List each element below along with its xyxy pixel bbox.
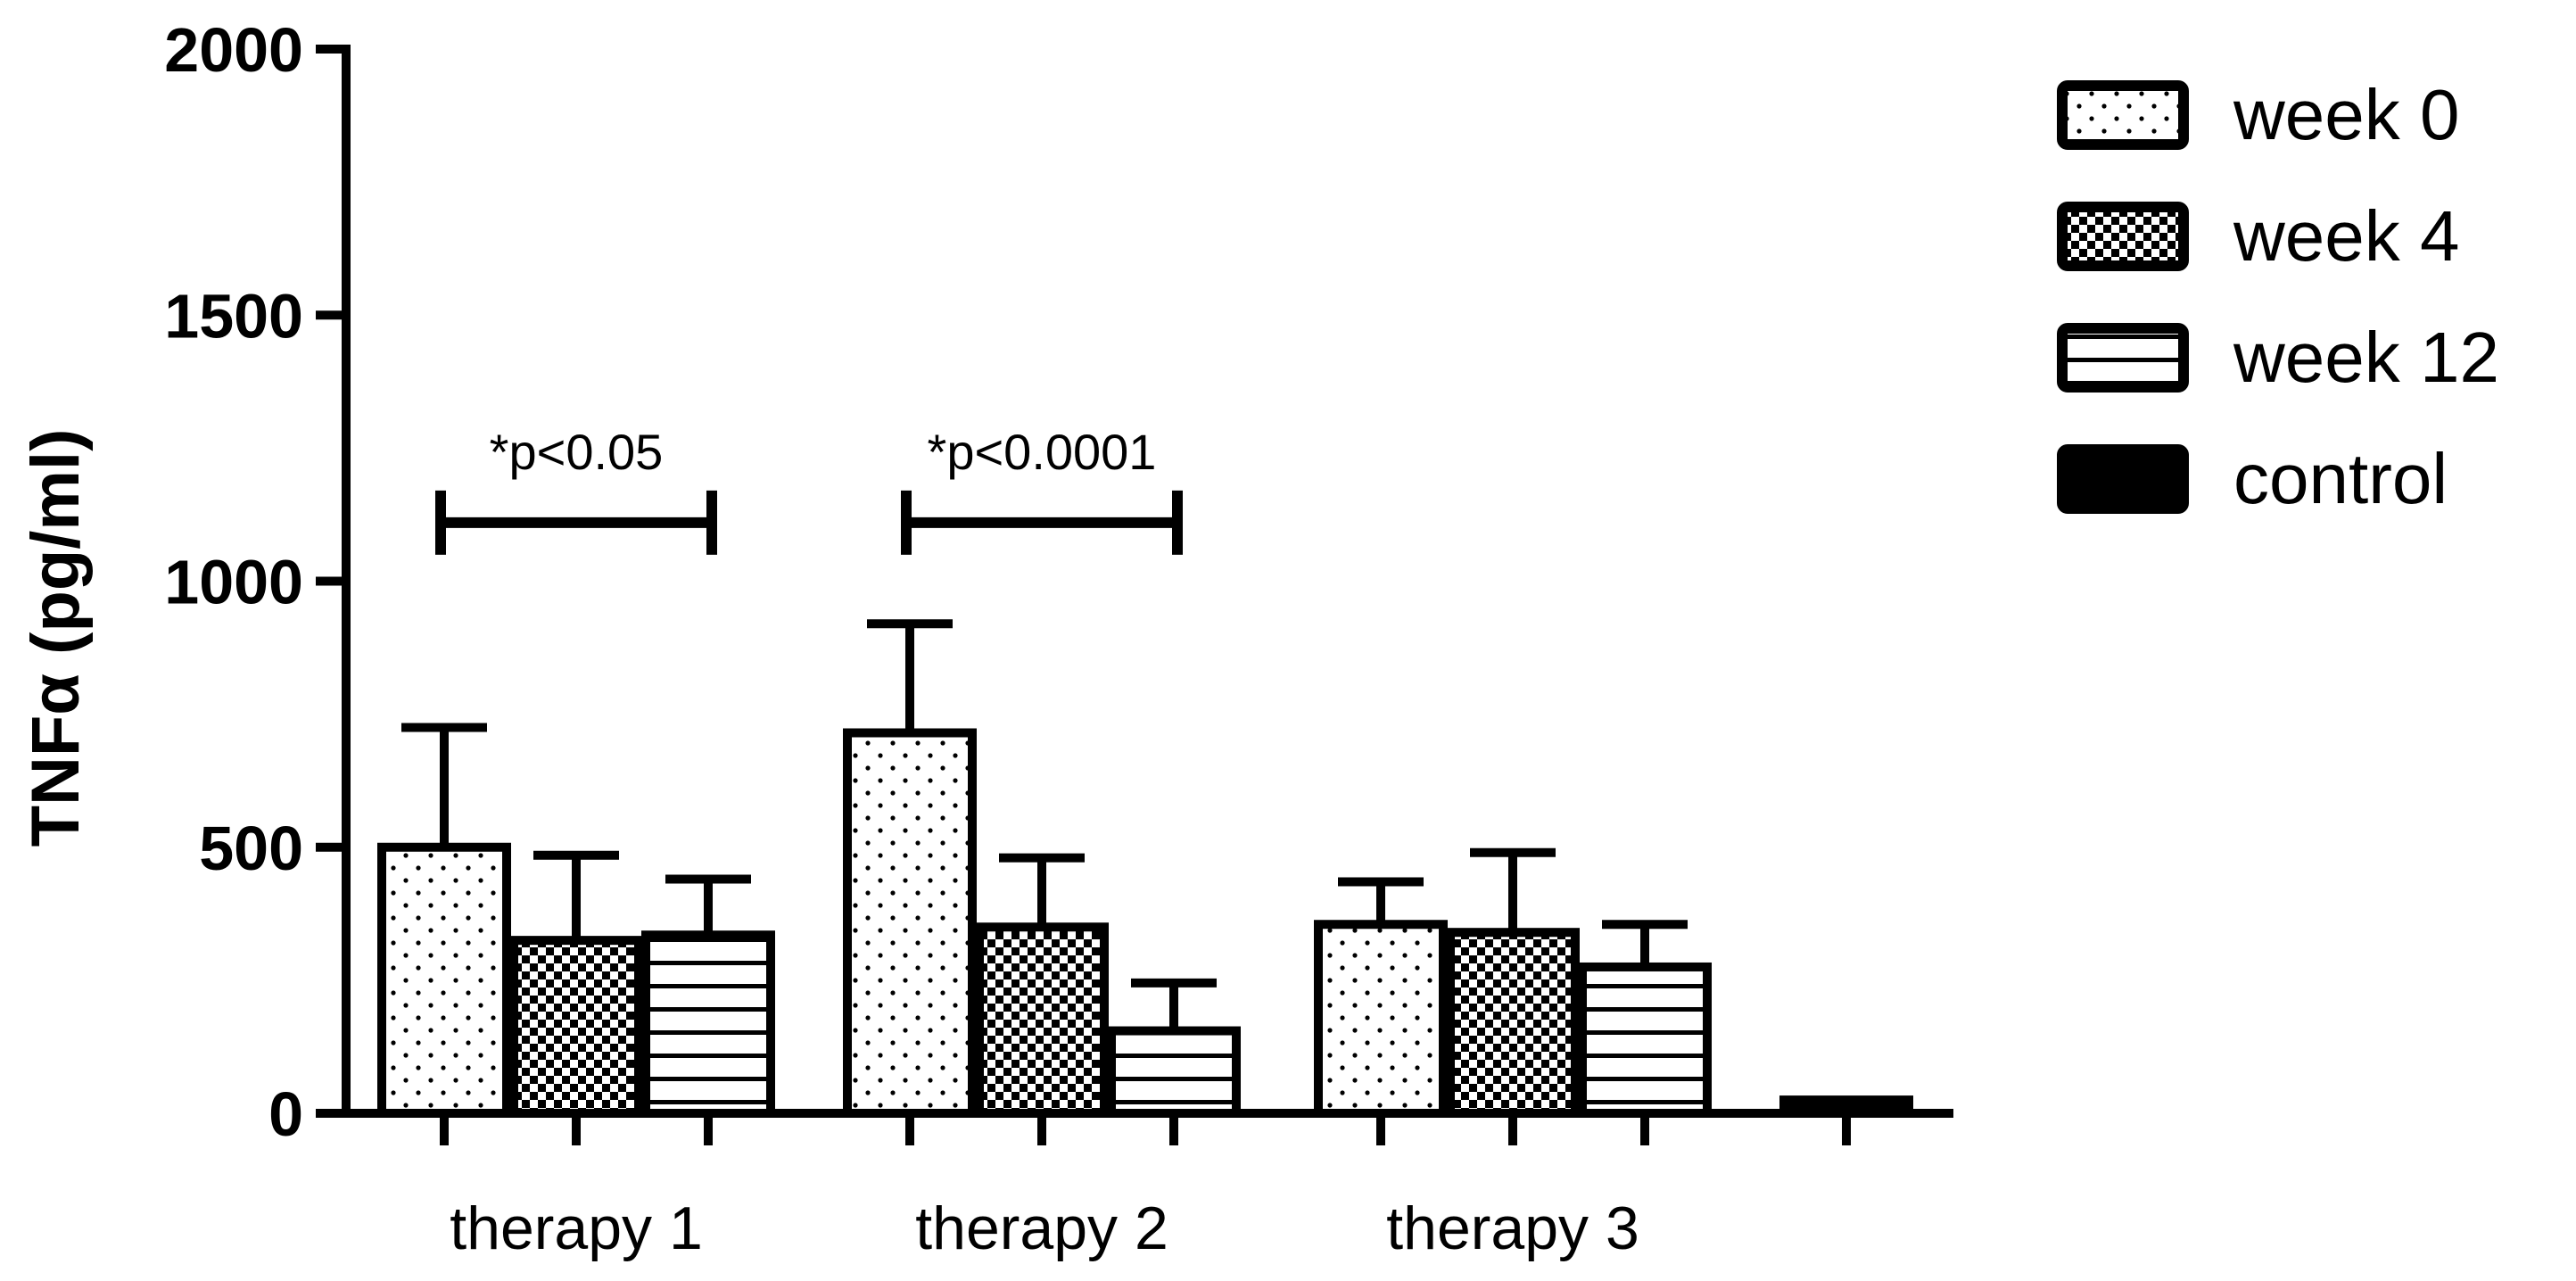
significance-label: *p<0.05 bbox=[490, 424, 664, 480]
significance-label: *p<0.0001 bbox=[928, 424, 1157, 480]
category-label: therapy 1 bbox=[450, 1194, 703, 1262]
bar-week-4-2 bbox=[975, 922, 1109, 1118]
legend-swatch-week-0 bbox=[2057, 80, 2189, 150]
bar-week-12-3 bbox=[1578, 962, 1712, 1119]
legend-swatch-week-4 bbox=[2057, 202, 2189, 271]
legend-label: week 0 bbox=[2233, 75, 2459, 154]
legend-label: week 12 bbox=[2233, 318, 2499, 397]
y-tick-label: 500 bbox=[199, 814, 303, 883]
bars bbox=[377, 619, 1913, 1119]
bar-week-0-1 bbox=[377, 842, 511, 1118]
legend-swatch-week-12 bbox=[2057, 323, 2189, 393]
legend-label: week 4 bbox=[2233, 196, 2459, 276]
legend: week 0 week 4 week 12 control bbox=[2057, 75, 2499, 518]
y-axis-title: TNFα (pg/ml) bbox=[18, 429, 94, 847]
bar-week-12-2 bbox=[1107, 1026, 1241, 1118]
axes: 0 500 1000 1500 2000 therapy 1 therapy 2 therap… bbox=[164, 15, 1953, 1262]
bar-week-0-3 bbox=[1314, 920, 1448, 1119]
annotations: *p<0.05 *p<0.0001 bbox=[435, 424, 1183, 555]
legend-swatch-control bbox=[2057, 444, 2189, 514]
bar-week-4-3 bbox=[1446, 928, 1580, 1118]
y-tick-label: 2000 bbox=[164, 15, 303, 85]
bar-week-0-2 bbox=[843, 728, 977, 1118]
category-label: therapy 2 bbox=[915, 1194, 1168, 1262]
category-label: therapy 3 bbox=[1386, 1194, 1639, 1262]
bar-control-4 bbox=[1779, 1095, 1913, 1119]
legend-label: control bbox=[2233, 439, 2448, 518]
bar-week-12-1 bbox=[641, 930, 775, 1118]
y-tick-label: 1000 bbox=[164, 548, 303, 617]
y-tick-label: 0 bbox=[268, 1079, 303, 1149]
bar-week-4-1 bbox=[509, 936, 643, 1118]
y-tick-label: 1500 bbox=[164, 281, 303, 351]
